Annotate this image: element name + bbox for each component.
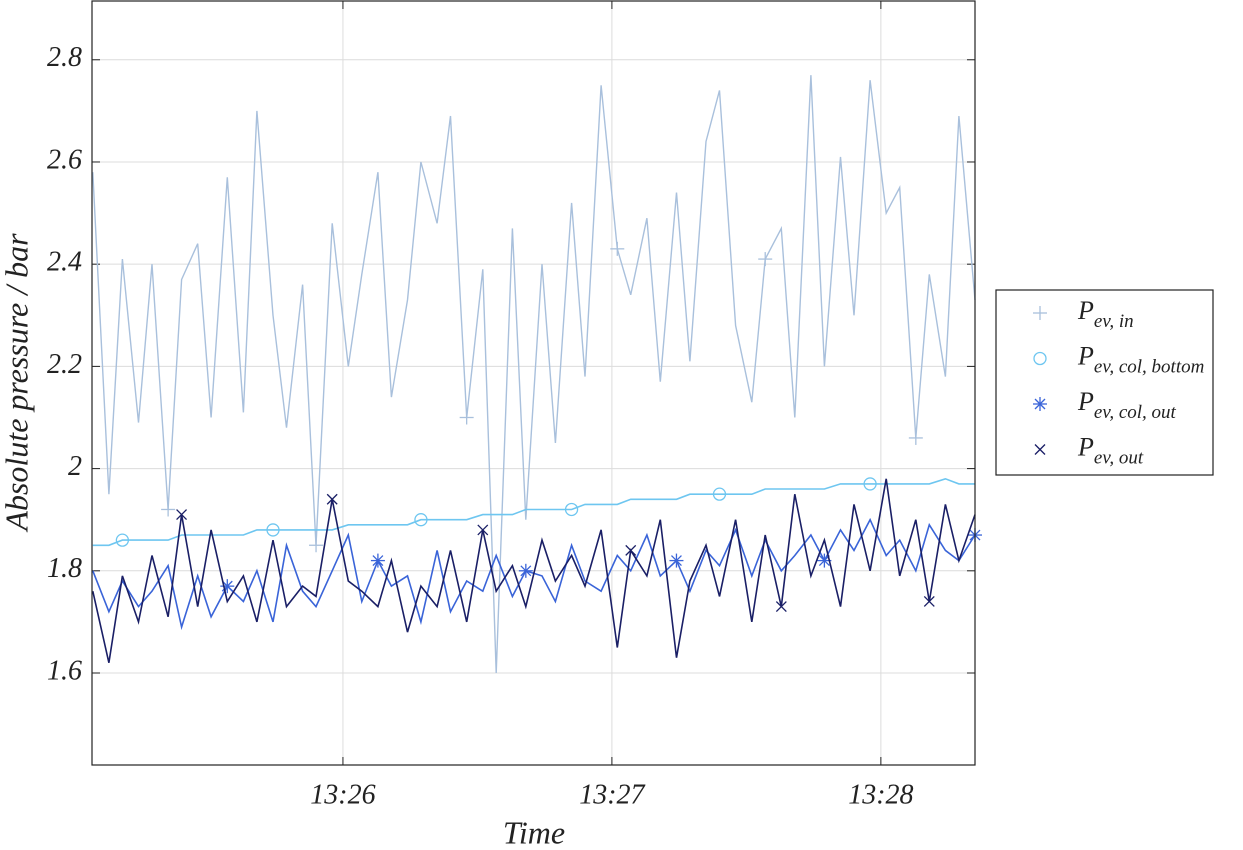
x-tick-label: 13:26 [310, 779, 375, 810]
marker-stroke [625, 544, 637, 556]
legend-subscript: ev, in [1094, 311, 1134, 332]
legend-subscript: ev, col, out [1094, 402, 1177, 423]
y-tick-label: 1.6 [47, 655, 82, 686]
marker [266, 523, 280, 537]
marker [758, 252, 773, 267]
y-tick-label: 2.4 [47, 247, 82, 278]
plot-area [92, 75, 982, 674]
marker [625, 544, 637, 556]
marker [477, 524, 489, 536]
y-tick-label: 2 [68, 451, 82, 482]
marker [459, 410, 474, 425]
marker [518, 563, 533, 578]
marker-stroke [863, 477, 877, 491]
marker [775, 601, 787, 613]
marker-stroke [326, 493, 338, 505]
marker-stroke [1033, 351, 1047, 366]
marker [176, 509, 188, 521]
legend-label: Pev, in [1077, 296, 1134, 332]
marker [610, 241, 625, 256]
y-axis-label: Absolute pressure / bar [0, 233, 34, 533]
marker-stroke [670, 555, 682, 567]
marker [1033, 306, 1047, 320]
series-line [92, 75, 976, 674]
legend-label: Pev, out [1077, 432, 1144, 468]
marker [863, 477, 877, 491]
marker-stroke [372, 555, 384, 567]
series-line [92, 477, 975, 547]
y-tick-label: 2.8 [47, 42, 82, 73]
marker [326, 493, 338, 505]
plot-frame [91, 0, 976, 766]
y-tick-label: 2.6 [47, 144, 82, 175]
legend-subscript: ev, col, bottom [1094, 357, 1204, 378]
legend-name: P [1077, 296, 1094, 325]
marker-stroke [775, 601, 787, 613]
marker [923, 596, 935, 607]
legend-name: P [1077, 432, 1094, 461]
series-line [92, 478, 976, 663]
marker-stroke [1034, 444, 1046, 455]
marker-stroke [414, 513, 428, 527]
marker [1033, 351, 1047, 366]
y-tick-label: 1.8 [47, 553, 82, 584]
marker [370, 553, 385, 568]
marker [414, 513, 428, 527]
marker [908, 430, 923, 445]
legend-name: P [1077, 341, 1094, 370]
marker [669, 553, 684, 568]
marker [309, 538, 324, 553]
marker-stroke [477, 524, 489, 536]
marker-stroke [1034, 398, 1046, 410]
legend-label: Pev, col, out [1077, 387, 1177, 423]
legend-box [995, 289, 1214, 476]
marker-stroke [564, 502, 579, 517]
y-tick-label: 2.2 [47, 349, 82, 380]
marker [161, 502, 176, 517]
marker-stroke [176, 509, 188, 521]
marker-stroke [818, 555, 830, 567]
legend-subscript: ev, out [1094, 448, 1144, 469]
marker-stroke [520, 565, 532, 577]
marker [564, 502, 579, 517]
marker [712, 487, 727, 501]
marker-stroke [266, 523, 280, 537]
marker [1033, 397, 1047, 411]
marker [115, 533, 130, 547]
marker-stroke [115, 533, 130, 547]
marker [220, 579, 235, 594]
x-tick-label: 13:28 [848, 779, 913, 810]
x-axis-label: Time [503, 814, 565, 850]
x-tick-label: 13:27 [579, 779, 645, 810]
marker-stroke [923, 596, 935, 607]
legend-name: P [1077, 387, 1094, 416]
marker-stroke [712, 487, 727, 501]
marker [1034, 444, 1046, 455]
legend-label: Pev, col, bottom [1077, 341, 1204, 377]
